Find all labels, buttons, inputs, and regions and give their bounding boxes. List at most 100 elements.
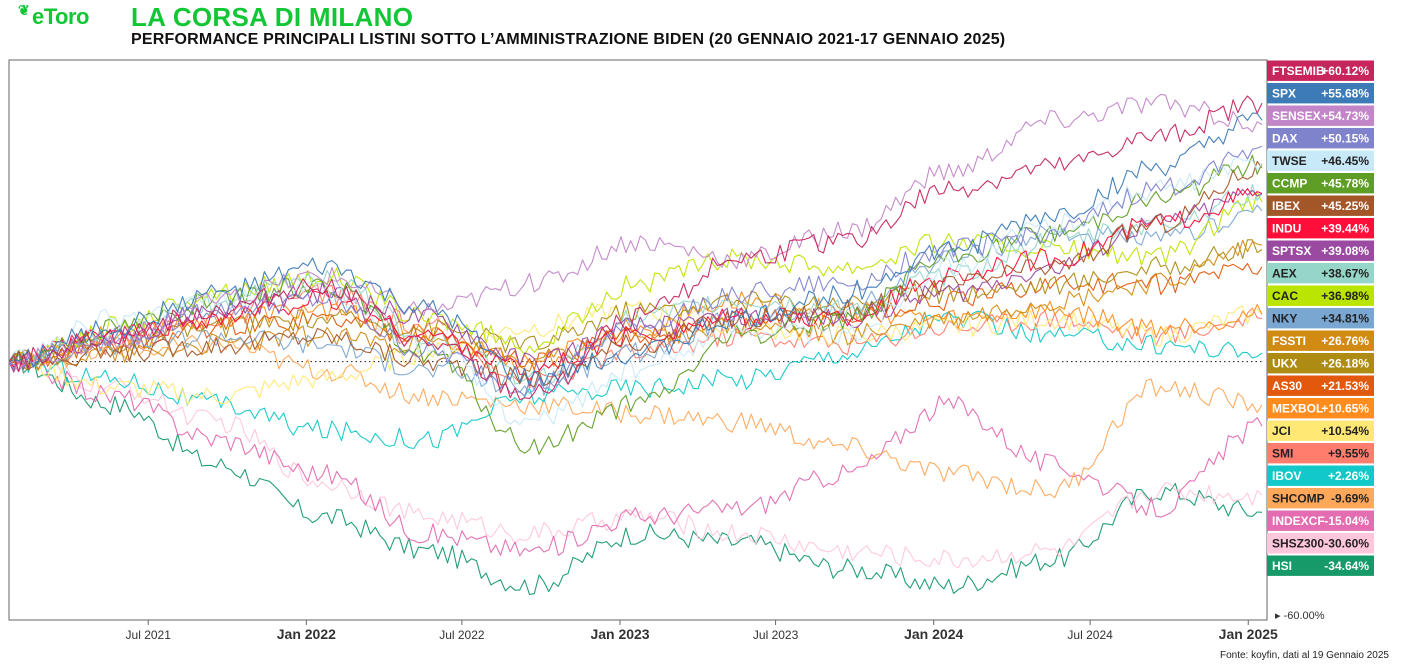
- series-line-ukx: [8, 239, 1263, 366]
- legend-swatch: [1267, 285, 1374, 306]
- legend-badge-dax: DAX +50.15%: [1267, 128, 1374, 149]
- legend-badge-twse: TWSE +46.45%: [1267, 150, 1374, 171]
- legend-name: SMI: [1272, 447, 1293, 461]
- series-line-indu: [8, 187, 1263, 382]
- legend-badge-ukx: UKX +26.18%: [1267, 353, 1374, 374]
- legend-badge-ibov: IBOV +2.26%: [1267, 465, 1374, 486]
- legend-badge-nky: NKY +34.81%: [1267, 308, 1374, 329]
- legend-swatch: [1267, 533, 1374, 554]
- legend-name: NKY: [1272, 312, 1297, 326]
- legend-swatch: [1267, 510, 1374, 531]
- legend-swatch: [1267, 83, 1374, 104]
- x-tick-label: Jan 2024: [904, 626, 963, 642]
- legend-swatch: [1267, 195, 1374, 216]
- legend-value: +26.76%: [1321, 334, 1369, 348]
- leaf-icon: ❦: [18, 2, 30, 18]
- series-line-shsz300: [8, 356, 1263, 569]
- legend-swatch: [1267, 173, 1374, 194]
- legend-swatch: [1267, 555, 1374, 576]
- legend-name: TWSE: [1272, 154, 1307, 168]
- legend-badge-ccmp: CCMP +45.78%: [1267, 173, 1374, 194]
- legend-badge-hsi: HSI -34.64%: [1267, 555, 1374, 576]
- legend-name: DAX: [1272, 132, 1297, 146]
- legend-name: CCMP: [1272, 177, 1307, 191]
- legend-swatch: [1267, 128, 1374, 149]
- legend-value: +55.68%: [1321, 87, 1369, 101]
- x-tick-label: Jul 2024: [1067, 628, 1113, 642]
- legend-name: IBOV: [1272, 469, 1301, 483]
- legend-value: +2.26%: [1328, 469, 1369, 483]
- legend-name: SHCOMP: [1272, 492, 1325, 506]
- legend-swatch: [1267, 443, 1374, 464]
- legend-badge-as30: AS30 +21.53%: [1267, 375, 1374, 396]
- x-tick-label: Jul 2022: [439, 628, 485, 642]
- legend-value: +54.73%: [1321, 109, 1369, 123]
- legend-swatch: [1267, 330, 1374, 351]
- legend-name: SENSEX: [1272, 109, 1321, 123]
- legend-value: +9.55%: [1328, 447, 1369, 461]
- legend-swatch: [1267, 353, 1374, 374]
- series-line-shcomp: [8, 334, 1263, 499]
- page-subtitle: PERFORMANCE PRINCIPALI LISTINI SOTTO L’A…: [131, 31, 1006, 48]
- legend-value: -30.60%: [1324, 537, 1369, 551]
- legend-value: +10.54%: [1321, 424, 1369, 438]
- legend-swatch: [1267, 398, 1374, 419]
- legend-name: IBEX: [1272, 199, 1300, 213]
- legend-badge-shcomp: SHCOMP -9.69%: [1267, 488, 1374, 509]
- legend-value: +46.45%: [1321, 154, 1369, 168]
- legend-value: +34.81%: [1321, 312, 1369, 326]
- legend-name: SHSZ300: [1272, 537, 1324, 551]
- legend-badge-shsz300: SHSZ300 -30.60%: [1267, 533, 1374, 554]
- x-tick-label: Jan 2022: [277, 626, 336, 642]
- x-tick-label: Jul 2021: [126, 628, 172, 642]
- legend-swatch: [1267, 105, 1374, 126]
- series-line-ftsemib: [8, 95, 1263, 401]
- legend-name: AEX: [1272, 267, 1297, 281]
- legend-badge-indexcf: INDEXCF -15.04%: [1267, 510, 1374, 531]
- legend-value: -15.04%: [1324, 514, 1369, 528]
- series-line-indexcf: [8, 352, 1263, 557]
- etoro-logo: ❦ eToro: [18, 2, 89, 30]
- series-layer: [8, 93, 1263, 595]
- x-tick-label: Jul 2023: [753, 628, 799, 642]
- legend: FTSEMIB+60.12%SPX +55.68%SENSEX +54.73%DAX…: [1267, 60, 1374, 576]
- legend-value: +10.65%: [1321, 402, 1369, 416]
- legend-value: -34.64%: [1324, 559, 1369, 573]
- legend-value: +50.15%: [1321, 132, 1369, 146]
- y-axis-label: ▸ -60.00%: [1275, 610, 1325, 622]
- legend-value: +39.08%: [1321, 244, 1369, 258]
- legend-value: +21.53%: [1321, 379, 1369, 393]
- series-line-twse: [8, 156, 1263, 426]
- page-title: LA CORSA DI MILANO: [131, 2, 414, 32]
- series-line-jci: [8, 300, 1263, 406]
- legend-name: JCI: [1272, 424, 1291, 438]
- legend-badge-sptsx: SPTSX +39.08%: [1267, 240, 1374, 261]
- legend-name: INDEXCF: [1272, 514, 1325, 528]
- legend-badge-aex: AEX +38.67%: [1267, 263, 1374, 284]
- legend-name: CAC: [1272, 289, 1298, 303]
- x-tick-label: Jan 2023: [590, 626, 649, 642]
- legend-value: +60.12%: [1321, 64, 1369, 78]
- legend-name: INDU: [1272, 222, 1301, 236]
- series-line-hsi: [8, 352, 1263, 595]
- legend-swatch: [1267, 150, 1374, 171]
- legend-swatch: [1267, 420, 1374, 441]
- legend-name: AS30: [1272, 379, 1302, 393]
- legend-badge-mexbol: MEXBOL+10.65%: [1267, 398, 1374, 419]
- series-line-spx: [8, 112, 1263, 387]
- series-line-aex: [8, 184, 1263, 385]
- legend-badge-fssti: FSSTI +26.76%: [1267, 330, 1374, 351]
- legend-badge-ibex: IBEX +45.25%: [1267, 195, 1374, 216]
- series-line-fssti: [8, 239, 1263, 373]
- series-line-nky: [8, 204, 1263, 396]
- legend-badge-cac: CAC +36.98%: [1267, 285, 1374, 306]
- legend-swatch: [1267, 465, 1374, 486]
- legend-value: +45.78%: [1321, 177, 1369, 191]
- legend-value: +45.25%: [1321, 199, 1369, 213]
- legend-name: HSI: [1272, 559, 1292, 573]
- legend-swatch: [1267, 60, 1374, 81]
- series-line-ibex: [8, 160, 1263, 388]
- legend-swatch: [1267, 218, 1374, 239]
- series-line-as30: [8, 262, 1263, 371]
